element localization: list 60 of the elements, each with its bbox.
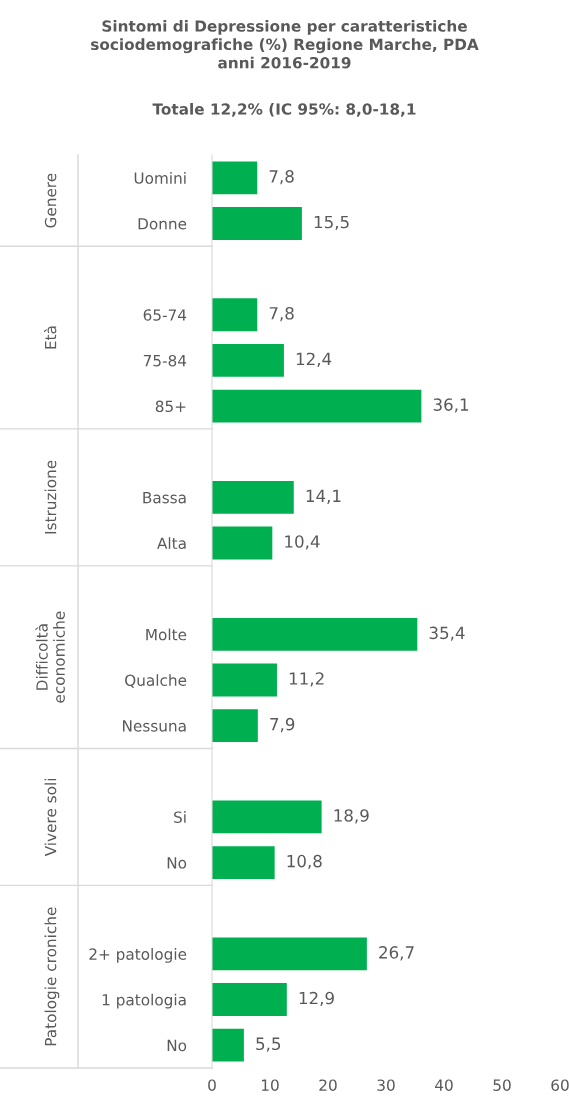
data-label: 7,8 <box>269 170 294 185</box>
y-tick-label: Qualche <box>125 674 187 688</box>
y-tick-label: No <box>167 857 187 869</box>
bar <box>212 480 294 514</box>
data-label: 5,5 <box>256 1037 281 1052</box>
y-tick-label: Bassa <box>143 492 186 504</box>
text: Genere <box>44 173 57 228</box>
bar <box>212 663 277 697</box>
text: Età <box>43 326 57 349</box>
data-label: 36,1 <box>433 398 469 413</box>
y-tick-label: 75-84 <box>143 354 187 367</box>
chart-title: Sintomi di Depressione per caratteristiche sociodemografiche (%) Regione Marche, PDA anni 2016-2019 <box>91 20 479 69</box>
y-tick-label: Si <box>174 811 186 823</box>
bar <box>212 298 258 332</box>
bar <box>212 983 287 1016</box>
bar <box>212 343 284 377</box>
data-label: 7,9 <box>270 717 295 733</box>
x-tick-label: 20 <box>319 1079 337 1091</box>
x-tick-label: 50 <box>493 1079 511 1091</box>
y-tick-label: Nessuna <box>123 720 186 732</box>
y-tick-label: No <box>167 1039 187 1052</box>
bar <box>212 617 418 651</box>
data-label: 10,4 <box>285 535 320 550</box>
data-label: 35,4 <box>429 626 465 641</box>
bar <box>212 207 302 240</box>
y-tick-label: 65-74 <box>143 309 187 321</box>
data-label: 12,9 <box>299 991 334 1007</box>
bar <box>212 937 367 971</box>
data-label: 14,1 <box>306 489 341 504</box>
data-label: 7,8 <box>269 307 294 322</box>
x-tick-label: 60 <box>551 1079 569 1091</box>
data-label: 11,2 <box>289 672 324 687</box>
bar <box>212 846 275 880</box>
data-label: 10,8 <box>287 854 322 870</box>
text: Difficoltà economiche <box>35 611 65 703</box>
y-tick-label: 85+ <box>155 400 186 413</box>
y-tick-label: 1 patologia <box>102 993 186 1009</box>
text: Patologie croniche <box>44 907 60 1046</box>
bar <box>212 389 422 423</box>
bar <box>212 709 258 743</box>
x-tick-label: 40 <box>435 1079 453 1091</box>
bar <box>212 1028 244 1062</box>
text: Istruzione <box>44 460 57 534</box>
data-label: 18,9 <box>334 809 369 824</box>
y-tick-label: Molte <box>146 628 187 641</box>
data-label: 26,7 <box>379 946 414 961</box>
y-tick-label: Alta <box>157 537 186 550</box>
chart-subtitle: Totale 12,2% (IC 95%: 8,0-18,1 <box>152 103 416 117</box>
y-tick-label: 2+ patologie <box>89 948 187 963</box>
x-tick-label: 10 <box>261 1079 279 1091</box>
bar <box>212 161 258 195</box>
bar <box>212 800 322 834</box>
y-tick-label: Uomini <box>134 172 186 184</box>
x-tick-label: 0 <box>208 1079 216 1091</box>
bar <box>212 526 273 560</box>
data-label: 15,5 <box>314 215 349 231</box>
x-tick-label: 30 <box>377 1079 395 1091</box>
text: Vivere soli <box>44 778 57 857</box>
data-label: 12,4 <box>296 352 332 367</box>
y-tick-label: Donne <box>138 218 187 230</box>
